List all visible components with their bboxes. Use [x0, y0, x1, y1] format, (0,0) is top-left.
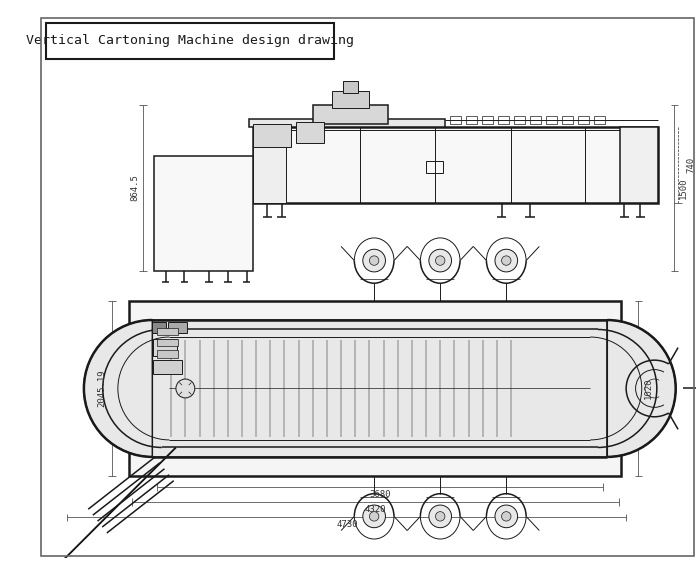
Polygon shape — [53, 448, 176, 570]
Bar — [426, 161, 443, 173]
Circle shape — [502, 511, 511, 521]
Wedge shape — [84, 320, 152, 457]
Bar — [152, 322, 166, 333]
Circle shape — [370, 511, 379, 521]
Bar — [296, 122, 324, 142]
Bar — [466, 116, 477, 124]
Bar — [157, 328, 177, 335]
Bar — [129, 301, 622, 476]
Text: 740: 740 — [687, 157, 696, 173]
Bar — [253, 127, 658, 203]
Bar — [253, 124, 291, 148]
Bar — [562, 116, 574, 124]
Bar — [157, 339, 177, 347]
Bar — [530, 116, 541, 124]
Bar — [482, 116, 493, 124]
Bar — [332, 91, 370, 108]
Text: 2045.19: 2045.19 — [98, 370, 106, 408]
Circle shape — [363, 505, 386, 528]
Text: 3680: 3680 — [369, 490, 390, 499]
Circle shape — [502, 256, 511, 265]
Bar — [153, 360, 182, 374]
Bar — [248, 119, 445, 127]
Bar — [155, 156, 253, 271]
Bar — [46, 23, 333, 59]
Circle shape — [436, 256, 445, 265]
Circle shape — [176, 379, 195, 398]
Bar — [153, 339, 177, 356]
Circle shape — [429, 249, 452, 272]
Bar — [253, 127, 286, 203]
Text: 4320: 4320 — [364, 505, 386, 514]
Circle shape — [370, 256, 379, 265]
Circle shape — [363, 249, 386, 272]
Bar — [594, 116, 606, 124]
Bar — [450, 116, 461, 124]
Text: Vertical Cartoning Machine design drawing: Vertical Cartoning Machine design drawin… — [26, 34, 354, 47]
Bar — [313, 105, 388, 124]
Circle shape — [495, 505, 518, 528]
Bar — [546, 116, 557, 124]
Bar — [578, 116, 590, 124]
Wedge shape — [608, 320, 676, 457]
Bar — [152, 320, 608, 457]
Bar — [514, 116, 525, 124]
Text: 1500: 1500 — [679, 177, 688, 199]
Circle shape — [429, 505, 452, 528]
Text: 4730: 4730 — [336, 521, 358, 529]
Bar — [161, 164, 246, 231]
Text: 1020: 1020 — [643, 378, 652, 400]
Bar — [157, 350, 177, 358]
Bar — [619, 127, 658, 203]
Circle shape — [495, 249, 518, 272]
Bar — [343, 82, 358, 92]
Circle shape — [436, 511, 445, 521]
Bar — [168, 322, 187, 333]
Text: 864.5: 864.5 — [130, 174, 139, 201]
Bar — [498, 116, 509, 124]
